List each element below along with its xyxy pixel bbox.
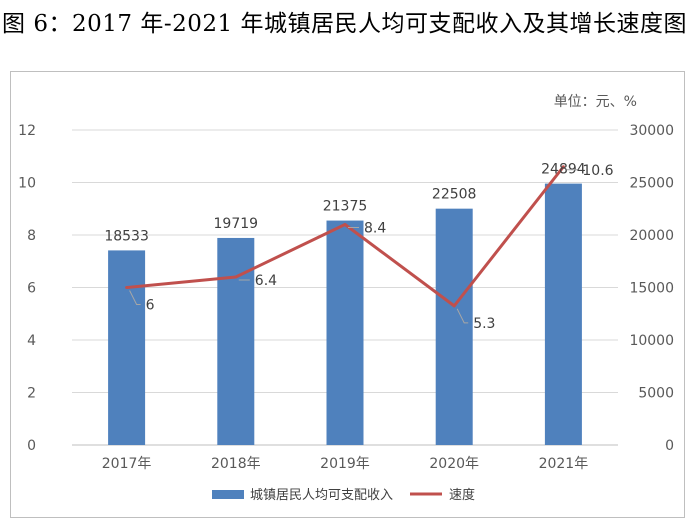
income-bar bbox=[217, 237, 255, 445]
y-right-tick-label: 5000 bbox=[638, 386, 674, 402]
y-right-tick-label: 10000 bbox=[629, 333, 674, 349]
speed-data-label: 6.4 bbox=[255, 273, 277, 289]
income-data-label: 22508 bbox=[432, 187, 477, 203]
y-right-tick-label: 0 bbox=[665, 438, 674, 454]
bars bbox=[108, 183, 582, 445]
y-right-tick-label: 30000 bbox=[629, 123, 674, 139]
legend-label-income: 城镇居民人均可支配收入 bbox=[250, 488, 393, 503]
speed-point bbox=[343, 223, 347, 226]
income-bar bbox=[108, 250, 146, 445]
legend: 城镇居民人均可支配收入 速度 bbox=[212, 487, 475, 503]
x-tick-label: 2021年 bbox=[539, 456, 589, 472]
income-data-label: 19719 bbox=[214, 216, 259, 232]
speed-data-label: 6 bbox=[146, 298, 155, 314]
income-bar bbox=[544, 183, 582, 445]
x-tick-label: 2018年 bbox=[211, 456, 261, 472]
income-data-label: 24894 bbox=[541, 162, 586, 178]
y-right-tick-label: 25000 bbox=[629, 176, 674, 192]
y-left-tick-label: 6 bbox=[27, 281, 36, 297]
speed-line bbox=[125, 165, 565, 308]
chart-frame bbox=[10, 71, 685, 518]
y-right-tick-label: 20000 bbox=[629, 228, 674, 244]
y-left-tick-label: 10 bbox=[18, 176, 36, 192]
speed-point bbox=[561, 165, 565, 169]
speed-point bbox=[452, 304, 456, 308]
x-tick-label: 2019年 bbox=[320, 456, 370, 472]
income-data-label: 18533 bbox=[104, 228, 149, 244]
speed-data-label: 10.6 bbox=[582, 163, 613, 179]
y-left-tick-label: 2 bbox=[27, 386, 36, 402]
legend-swatch-income bbox=[212, 490, 244, 499]
speed-point bbox=[234, 275, 238, 279]
income-data-label: 21375 bbox=[323, 199, 368, 215]
gridlines bbox=[72, 129, 618, 393]
speed-leader-line bbox=[456, 308, 469, 324]
speed-leader-line bbox=[129, 290, 141, 305]
income-bar bbox=[326, 220, 364, 445]
figure-title: 图 6：2017 年-2021 年城镇居民人均可支配收入及其增长速度图 bbox=[2, 11, 687, 37]
speed-point bbox=[125, 286, 129, 289]
y-left-tick-label: 0 bbox=[27, 438, 36, 454]
unit-label: 单位：元、% bbox=[554, 94, 637, 110]
data-labels: 18533 19719 21375 22508 24894 6 6.4 8.4 5.3 10.6 bbox=[104, 162, 613, 332]
y-right-tick-label: 15000 bbox=[629, 281, 674, 297]
x-tick-label: 2020年 bbox=[429, 456, 479, 472]
y-left-tick-label: 12 bbox=[18, 123, 36, 139]
speed-data-label: 8.4 bbox=[364, 221, 386, 237]
y-left-tick-label: 8 bbox=[27, 228, 36, 244]
legend-label-speed: 速度 bbox=[449, 487, 475, 503]
y-left-tick-label: 4 bbox=[27, 333, 36, 349]
income-bar bbox=[435, 208, 473, 445]
x-tick-label: 2017年 bbox=[102, 456, 152, 472]
speed-data-label: 5.3 bbox=[473, 316, 495, 332]
